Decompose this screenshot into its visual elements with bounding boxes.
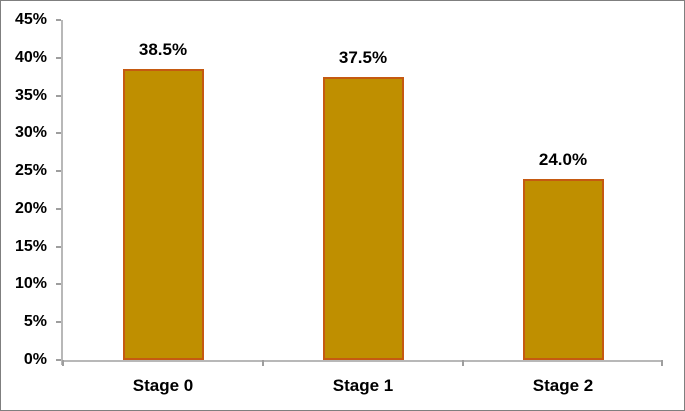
bar — [322, 76, 404, 360]
y-axis-tick — [56, 132, 61, 135]
x-category-label: Stage 1 — [332, 376, 394, 395]
x-axis-tick — [462, 360, 464, 366]
y-axis-tick-label: 10% — [14, 275, 47, 293]
y-axis-tick-label: 45% — [14, 11, 47, 28]
bar-value-label: 37.5% — [338, 47, 388, 67]
x-axis-tick — [661, 360, 663, 366]
y-axis-tick-label: 30% — [14, 124, 47, 142]
y-axis-tick — [56, 94, 61, 97]
x-axis-tick — [262, 360, 264, 366]
y-axis-tick-label: 20% — [14, 199, 47, 217]
y-axis-line — [61, 20, 63, 365]
x-category-label: Stage 0 — [132, 376, 194, 395]
bar-value-label: 24.0% — [538, 149, 588, 169]
y-axis-tick-label: 0% — [23, 351, 47, 368]
y-axis-tick — [56, 207, 61, 210]
y-axis-tick-label: 40% — [14, 48, 47, 66]
x-axis-tick — [62, 360, 64, 366]
bar — [122, 69, 204, 360]
y-axis-tick-label: 25% — [14, 162, 47, 180]
y-axis-tick — [56, 283, 61, 286]
y-axis-tick — [56, 56, 61, 59]
y-axis-tick-label: 5% — [23, 313, 47, 331]
y-axis-tick-label: 35% — [14, 86, 47, 104]
y-axis-tick — [56, 170, 61, 173]
bar-value-label: 38.5% — [138, 40, 188, 60]
bar — [522, 178, 604, 360]
y-axis-tick-label: 15% — [14, 237, 47, 255]
y-axis-tick — [56, 321, 61, 324]
y-axis-tick — [56, 19, 61, 21]
y-axis-tick — [56, 245, 61, 248]
y-axis-tick — [56, 359, 61, 361]
x-axis-line — [61, 360, 663, 362]
x-category-label: Stage 2 — [532, 376, 594, 395]
